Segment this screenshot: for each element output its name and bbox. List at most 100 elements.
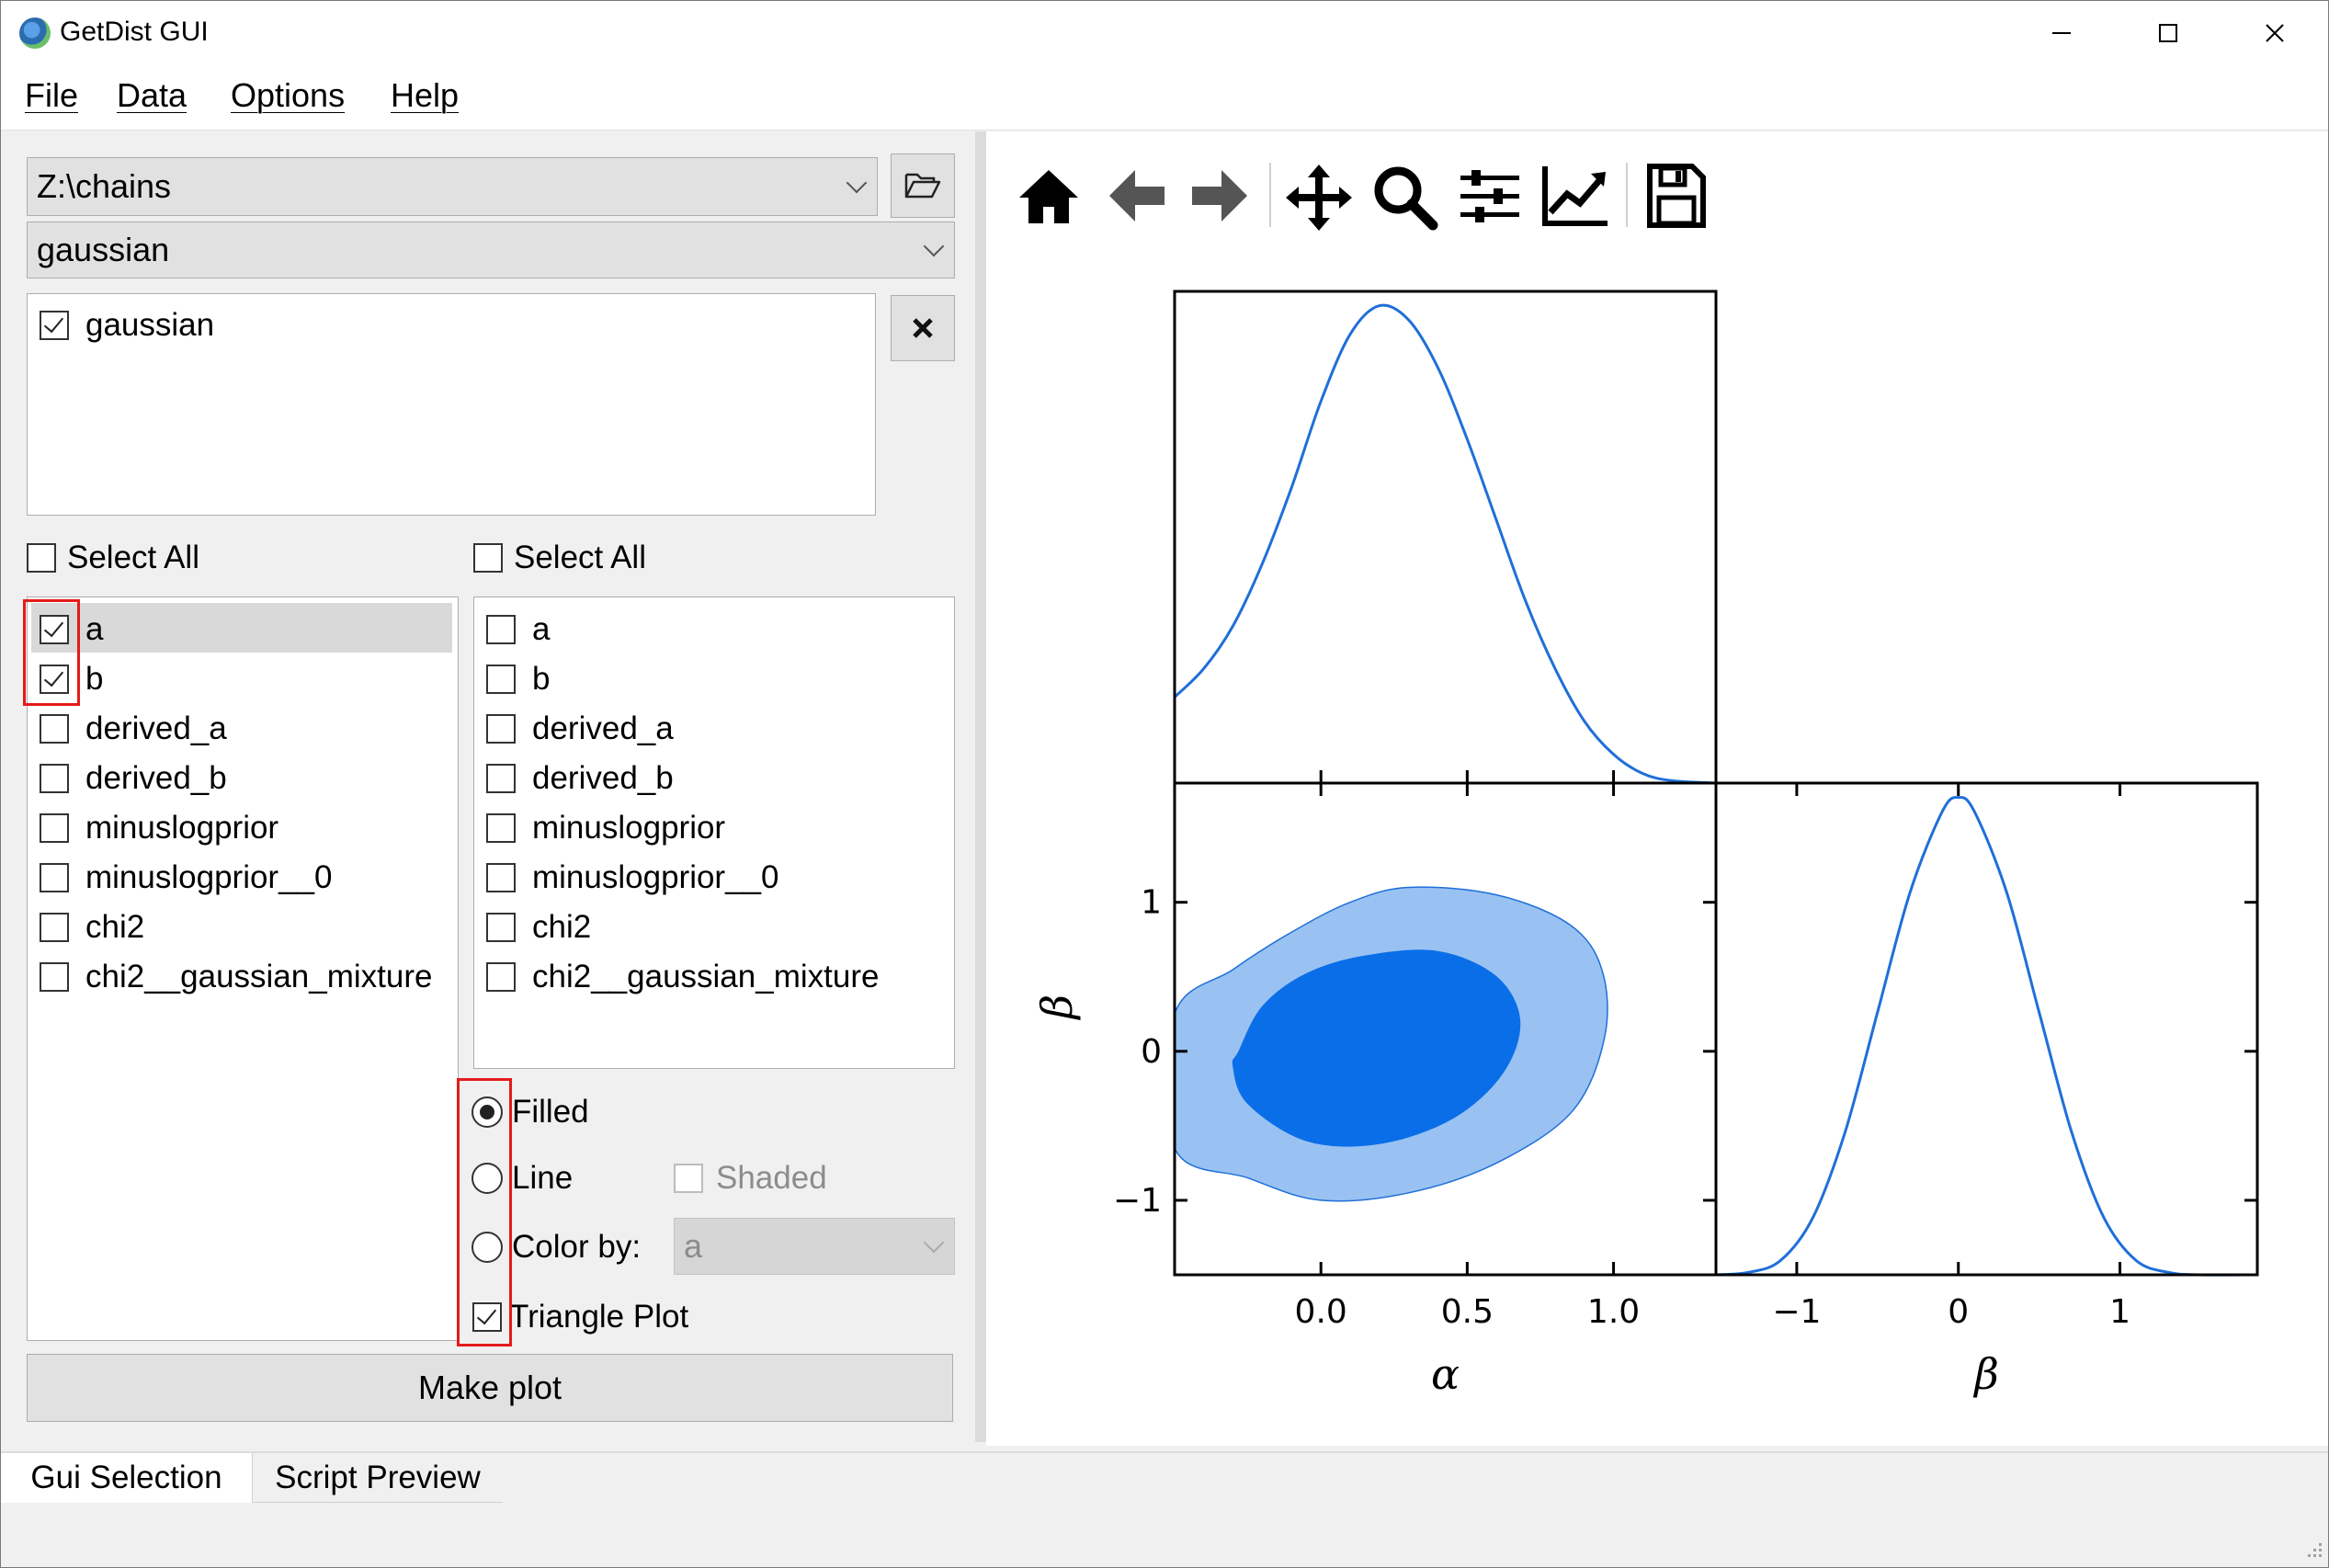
line-label: Line: [512, 1160, 574, 1196]
x-select-all[interactable]: Select All: [27, 535, 199, 581]
x-param-item[interactable]: b: [40, 656, 103, 702]
x-param-label: minuslogprior__0: [85, 859, 333, 895]
menu-help[interactable]: Help: [391, 76, 459, 115]
y-param-item[interactable]: derived_a: [486, 706, 674, 752]
x-select-all-label: Select All: [67, 540, 199, 575]
tab-divider: [1, 1451, 2328, 1453]
resize-grip-icon[interactable]: [2301, 1540, 2324, 1563]
loaded-chain-item[interactable]: gaussian: [40, 302, 214, 348]
checkbox-icon[interactable]: [40, 714, 69, 744]
checkbox-icon[interactable]: [40, 764, 69, 793]
y-param-label: a: [532, 611, 551, 647]
filled-option[interactable]: Filled: [471, 1089, 589, 1135]
checkbox-icon[interactable]: [40, 863, 69, 892]
checkbox-icon[interactable]: [486, 665, 516, 694]
x-param-item[interactable]: chi2: [40, 904, 144, 950]
checkbox-icon[interactable]: [472, 1302, 502, 1332]
pan-icon[interactable]: [1284, 163, 1354, 233]
checkbox-icon[interactable]: [486, 615, 516, 644]
color-by-combo[interactable]: a: [674, 1218, 955, 1275]
menu-data[interactable]: Data: [117, 76, 187, 115]
y-param-item[interactable]: chi2__gaussian_mixture: [486, 954, 879, 1000]
y-param-item[interactable]: minuslogprior__0: [486, 855, 778, 901]
line-option[interactable]: Line: [471, 1155, 573, 1201]
remove-chain-button[interactable]: [891, 295, 955, 361]
close-icon: [2266, 24, 2284, 42]
tab-gui-selection[interactable]: Gui Selection: [1, 1453, 253, 1503]
configure-subplots-icon[interactable]: [1457, 163, 1523, 229]
x-param-label: derived_a: [85, 710, 227, 746]
checkbox-icon[interactable]: [40, 311, 69, 340]
y-param-item[interactable]: minuslogprior: [486, 805, 725, 851]
y-param-item[interactable]: b: [486, 656, 550, 702]
checkbox-icon[interactable]: [40, 813, 69, 843]
x-param-label: chi2__gaussian_mixture: [85, 959, 433, 994]
radio-icon[interactable]: [471, 1163, 503, 1194]
menu-file[interactable]: File: [25, 76, 78, 115]
radio-icon[interactable]: [471, 1232, 503, 1263]
checkbox-icon[interactable]: [40, 665, 69, 694]
minimize-button[interactable]: [2008, 1, 2115, 65]
checkbox-icon[interactable]: [40, 913, 69, 942]
tab-script-preview[interactable]: Script Preview: [253, 1453, 503, 1503]
home-icon[interactable]: [1016, 163, 1082, 229]
app-logo-icon: [19, 17, 51, 49]
chain-root-combo[interactable]: gaussian: [27, 222, 955, 278]
checkbox-icon[interactable]: [40, 962, 69, 992]
checkbox-icon[interactable]: [473, 543, 503, 573]
beta-marginal-frame: [1714, 781, 2259, 1277]
radio-icon[interactable]: [471, 1096, 503, 1128]
annotation-highlight-box: [23, 599, 80, 706]
menu-bar: File Data Options Help: [1, 65, 2328, 131]
checkbox-icon[interactable]: [486, 813, 516, 843]
color-by-option[interactable]: Color by:: [471, 1224, 641, 1270]
open-folder-button[interactable]: [891, 153, 955, 218]
checkbox-icon[interactable]: [486, 863, 516, 892]
window-title: GetDist GUI: [60, 17, 209, 47]
loaded-chain-label: gaussian: [85, 307, 215, 343]
triangle-plot-chart: 0.0 0.5 1.0 −1 0 1 −1 0 1 α β β: [1032, 290, 2259, 1399]
menu-help-label: Help: [391, 76, 460, 114]
shaded-option[interactable]: Shaded: [674, 1155, 827, 1201]
y-param-label: chi2: [532, 909, 592, 945]
back-arrow-icon[interactable]: [1104, 163, 1170, 229]
minimize-icon: [2052, 32, 2071, 34]
checkbox-icon[interactable]: [486, 962, 516, 992]
checkbox-icon[interactable]: [40, 615, 69, 644]
splitter-handle[interactable]: [975, 131, 986, 1442]
checkbox-icon[interactable]: [486, 714, 516, 744]
checkbox-icon[interactable]: [674, 1164, 703, 1193]
zoom-icon[interactable]: [1370, 163, 1440, 233]
checkbox-icon[interactable]: [486, 764, 516, 793]
y-select-all[interactable]: Select All: [473, 535, 646, 581]
x-tick-label: 1: [2109, 1293, 2130, 1331]
save-icon[interactable]: [1646, 163, 1707, 229]
x-param-item[interactable]: minuslogprior__0: [40, 855, 332, 901]
y-param-label: chi2__gaussian_mixture: [532, 959, 880, 994]
edit-axis-icon[interactable]: [1541, 163, 1611, 229]
y-param-item[interactable]: a: [486, 607, 550, 653]
maximize-button[interactable]: [2115, 1, 2221, 65]
x-param-item[interactable]: a: [40, 607, 103, 653]
triangle-plot-option[interactable]: Triangle Plot: [471, 1294, 688, 1340]
y-param-item[interactable]: derived_b: [486, 756, 674, 801]
color-by-value: a: [684, 1227, 703, 1265]
menu-options[interactable]: Options: [231, 76, 345, 115]
checkbox-icon[interactable]: [27, 543, 56, 573]
contour-68-region: [1232, 949, 1521, 1147]
y-param-item[interactable]: chi2: [486, 904, 591, 950]
close-window-button[interactable]: [2221, 1, 2328, 65]
x-param-label: derived_b: [85, 760, 227, 796]
checkbox-icon[interactable]: [486, 913, 516, 942]
x-param-item[interactable]: chi2__gaussian_mixture: [40, 954, 432, 1000]
x-param-item[interactable]: derived_b: [40, 756, 227, 801]
x-param-item[interactable]: derived_a: [40, 706, 227, 752]
forward-arrow-icon[interactable]: [1187, 163, 1253, 229]
make-plot-button[interactable]: Make plot: [27, 1354, 953, 1422]
x-tick-label: 1.0: [1587, 1293, 1640, 1331]
y-tick-label: 0: [1141, 1033, 1162, 1071]
directory-combo[interactable]: Z:\chains: [27, 157, 878, 216]
x-param-item[interactable]: minuslogprior: [40, 805, 278, 851]
folder-open-icon: [904, 173, 941, 199]
